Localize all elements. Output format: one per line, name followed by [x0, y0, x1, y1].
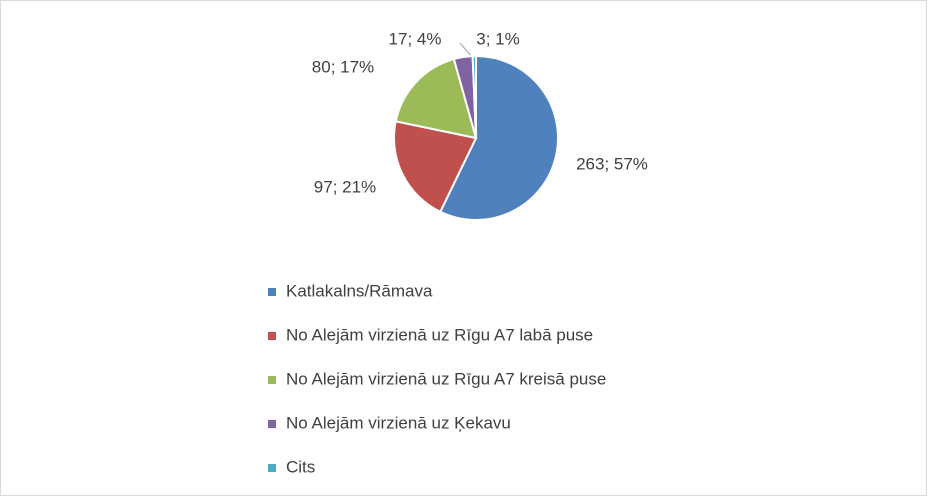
pie-slice — [471, 54, 477, 139]
legend-label: No Alejām virzienā uz Rīgu A7 labā puse — [286, 325, 593, 344]
legend-label: Katlakalns/Rāmava — [286, 281, 433, 300]
data-label: 97; 21% — [314, 177, 376, 196]
leader-line — [459, 42, 473, 58]
pie-slice — [394, 57, 478, 140]
legend-swatch — [268, 332, 276, 340]
pie-slice — [438, 54, 559, 221]
legend-swatch — [268, 464, 276, 472]
data-label: 17; 4% — [389, 29, 442, 48]
data-label: 3; 1% — [476, 29, 519, 48]
pie-slice — [393, 120, 478, 214]
legend-swatch — [268, 288, 276, 296]
legend-swatch — [268, 420, 276, 428]
legend-label: No Alejām virzienā uz Rīgu A7 kreisā pus… — [286, 369, 606, 388]
legend-swatch — [268, 376, 276, 384]
legend-label: No Alejām virzienā uz Ķekavu — [286, 413, 511, 432]
data-label: 80; 17% — [312, 57, 374, 76]
data-label: 263; 57% — [576, 154, 648, 173]
legend-label: Cits — [286, 457, 315, 476]
